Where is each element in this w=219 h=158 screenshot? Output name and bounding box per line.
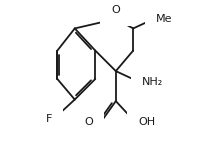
Text: O: O <box>111 5 120 15</box>
Text: Me: Me <box>156 14 173 24</box>
Text: F: F <box>46 113 52 124</box>
Text: NH₂: NH₂ <box>142 77 163 87</box>
Text: O: O <box>84 117 93 127</box>
Text: OH: OH <box>138 117 155 127</box>
